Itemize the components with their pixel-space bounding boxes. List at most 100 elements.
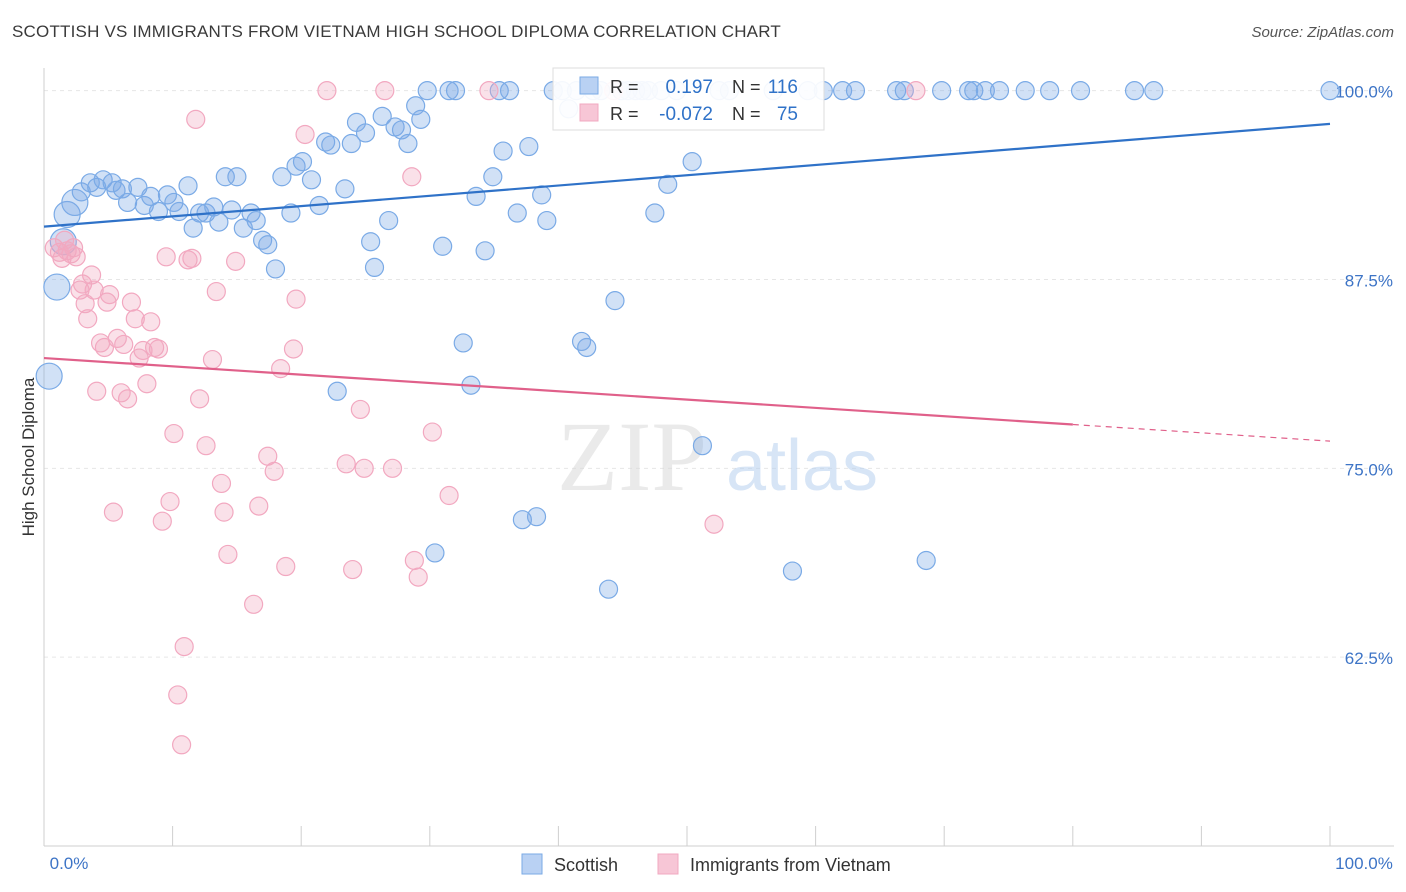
y-tick-label-1: 87.5%	[1345, 271, 1393, 290]
point-vietnam-65	[382, 458, 403, 478]
point-scottish-45	[341, 133, 361, 154]
point-scottish-18	[164, 192, 184, 213]
point-vietnam-23	[117, 389, 138, 409]
chart-title: SCOTTISH VS IMMIGRANTS FROM VIETNAM HIGH…	[12, 22, 781, 41]
point-scottish-28	[227, 167, 247, 187]
point-scottish-96	[692, 436, 713, 456]
bottom-legend: Scottish Immigrants from Vietnam	[521, 853, 891, 875]
point-vietnam-50	[244, 594, 264, 614]
y-tick-label-2: 75.0%	[1345, 460, 1393, 479]
series-vietnam-points	[44, 81, 926, 755]
trend-line-vietnam-extension	[1072, 423, 1331, 442]
y-tick-label-3: 62.5%	[1345, 649, 1393, 668]
point-scottish-72	[519, 136, 539, 157]
point-scottish-26	[215, 167, 235, 187]
point-vietnam-10	[75, 294, 95, 314]
point-vietnam-57	[286, 289, 306, 309]
point-vietnam-36	[168, 685, 188, 705]
point-scottish-84	[598, 579, 619, 599]
point-scottish-113	[1015, 81, 1035, 101]
point-vietnam-58	[295, 124, 315, 145]
point-scottish-54	[398, 133, 418, 154]
point-scottish-112	[989, 81, 1010, 101]
stats-n-value-vietnam: 75	[777, 104, 798, 125]
point-scottish-111	[975, 81, 995, 101]
point-vietnam-71	[479, 81, 499, 101]
point-scottish-47	[355, 123, 376, 143]
trend-lines	[43, 122, 1331, 442]
point-scottish-105	[887, 81, 907, 101]
point-scottish-69	[499, 81, 520, 101]
point-scottish-75	[537, 210, 557, 231]
point-scottish-42	[321, 135, 341, 155]
watermark-atlas: atlas	[726, 426, 878, 506]
point-vietnam-29	[141, 312, 161, 332]
point-vietnam-45	[206, 281, 226, 302]
point-scottish-100	[782, 561, 803, 581]
point-scottish-70	[507, 203, 527, 223]
legend-label-vietnam: Immigrants from Vietnam	[690, 855, 891, 875]
stats-r-value-scottish: 0.197	[665, 77, 713, 98]
point-scottish-106	[894, 81, 914, 101]
point-vietnam-68	[408, 567, 428, 587]
point-vietnam-33	[156, 247, 176, 267]
point-vietnam-18	[99, 285, 120, 305]
point-scottish-41	[316, 132, 336, 152]
point-scottish-4	[61, 188, 89, 217]
point-scottish-58	[425, 543, 445, 563]
point-vietnam-37	[172, 735, 192, 755]
point-scottish-66	[483, 167, 503, 187]
point-scottish-43	[327, 381, 347, 401]
point-scottish-110	[964, 81, 984, 101]
point-scottish-0	[35, 362, 63, 390]
point-vietnam-47	[214, 502, 234, 522]
x-tick-label-0: 0.0%	[50, 854, 89, 873]
point-scottish-95	[682, 152, 702, 172]
point-scottish-10	[106, 180, 126, 200]
point-scottish-38	[292, 152, 313, 172]
point-scottish-60	[439, 81, 459, 101]
point-scottish-74	[532, 185, 552, 205]
point-vietnam-59	[317, 81, 337, 101]
stats-r-label-scottish: R =	[610, 77, 639, 97]
stats-n-label-scottish: N =	[732, 77, 761, 97]
legend-swatch-vietnam	[657, 853, 679, 875]
point-scottish-115	[1070, 81, 1091, 101]
stats-n-label-vietnam: N =	[732, 104, 761, 124]
point-scottish-117	[1144, 81, 1164, 101]
point-vietnam-61	[343, 559, 363, 580]
point-scottish-64	[466, 186, 486, 207]
point-vietnam-70	[439, 485, 459, 506]
point-vietnam-63	[354, 458, 374, 478]
point-vietnam-13	[84, 280, 104, 300]
point-vietnam-17	[97, 292, 117, 312]
x-axis-ticks: 0.0% 100.0%	[43, 826, 1393, 873]
point-vietnam-43	[196, 436, 216, 456]
point-vietnam-53	[264, 461, 284, 481]
point-vietnam-51	[249, 496, 269, 516]
point-vietnam-7	[66, 247, 86, 267]
watermark: ZIP atlas	[557, 401, 878, 512]
point-scottish-49	[364, 257, 385, 278]
point-scottish-104	[845, 81, 866, 101]
point-scottish-34	[265, 259, 286, 279]
point-vietnam-66	[402, 167, 422, 187]
point-vietnam-25	[125, 309, 145, 329]
point-scottish-68	[493, 141, 513, 161]
point-vietnam-11	[78, 309, 98, 329]
point-vietnam-46	[211, 473, 232, 494]
point-vietnam-41	[186, 109, 206, 129]
point-vietnam-74	[906, 81, 926, 101]
point-vietnam-60	[336, 454, 356, 474]
point-scottish-109	[959, 81, 979, 101]
point-scottish-67	[489, 81, 509, 101]
point-vietnam-14	[87, 381, 107, 401]
point-vietnam-62	[350, 399, 370, 420]
stats-swatch-vietnam	[579, 103, 599, 122]
point-vietnam-27	[133, 340, 153, 361]
point-vietnam-35	[164, 423, 184, 444]
point-scottish-71	[512, 510, 532, 530]
point-scottish-36	[281, 203, 301, 223]
x-tick-label-1: 100.0%	[1335, 854, 1393, 873]
